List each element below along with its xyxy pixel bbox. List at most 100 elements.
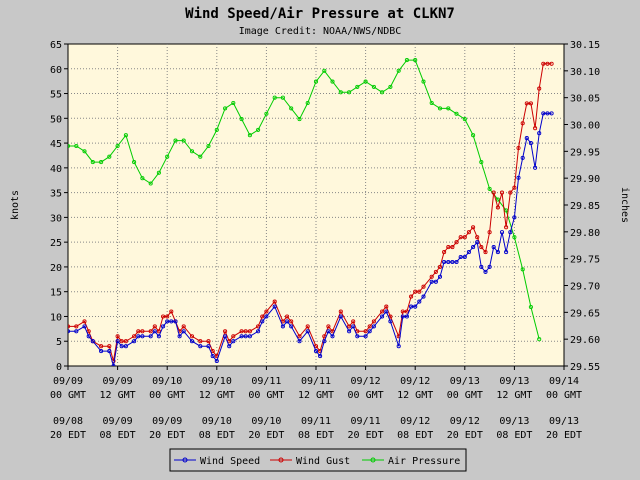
x-tick-label: 08 EDT bbox=[397, 430, 433, 441]
data-point-air-pressure bbox=[520, 267, 525, 272]
data-point-wind-gust bbox=[528, 101, 533, 106]
data-point-wind-gust bbox=[347, 324, 352, 329]
data-point-wind-speed bbox=[136, 334, 141, 339]
data-point-air-pressure bbox=[214, 127, 219, 132]
x-tick-label: 09/13 bbox=[450, 376, 480, 387]
y2-tick-label: 30.15 bbox=[570, 40, 600, 51]
series-layer bbox=[68, 58, 554, 366]
data-point-wind-speed bbox=[260, 319, 265, 324]
data-point-wind-gust bbox=[82, 319, 87, 324]
data-point-wind-gust bbox=[198, 339, 203, 344]
data-point-wind-speed bbox=[247, 334, 252, 339]
x-tick-label: 00 GMT bbox=[447, 390, 483, 401]
data-point-wind-gust bbox=[417, 289, 422, 294]
series-line-air-pressure bbox=[68, 59, 540, 340]
data-point-wind-speed bbox=[512, 215, 517, 220]
x-tick-label: 12 GMT bbox=[100, 390, 136, 401]
data-point-air-pressure bbox=[347, 90, 352, 95]
x-axis: 09/09 00 GMT 09/08 20 EDT 09/09 12 GMT 09/09 08… bbox=[50, 366, 582, 441]
data-point-wind-speed bbox=[156, 334, 161, 339]
y2-tick-label: 29.60 bbox=[570, 335, 600, 346]
data-point-air-pressure bbox=[388, 84, 393, 89]
data-point-wind-gust bbox=[272, 299, 277, 304]
data-point-wind-gust bbox=[243, 329, 248, 334]
data-point-wind-speed bbox=[181, 329, 186, 334]
y-tick-label: 25 bbox=[50, 238, 62, 249]
y-tick-label: 15 bbox=[50, 288, 62, 299]
x-tick-label: 09/11 bbox=[301, 376, 331, 387]
data-point-wind-gust bbox=[189, 334, 195, 339]
chart-subtitle: Image Credit: NOAA/NWS/NDBC bbox=[239, 26, 402, 37]
y-axis-label: knots bbox=[10, 190, 21, 220]
data-point-wind-speed bbox=[528, 141, 533, 146]
data-point-wind-speed bbox=[413, 304, 418, 309]
data-point-air-pressure bbox=[421, 79, 426, 84]
data-point-wind-speed bbox=[148, 334, 153, 339]
data-point-wind-speed bbox=[256, 329, 261, 334]
x-tick-label: 12 GMT bbox=[298, 390, 334, 401]
data-point-wind-gust bbox=[508, 190, 513, 195]
data-point-wind-speed bbox=[380, 314, 385, 319]
data-point-wind-gust bbox=[466, 230, 471, 235]
data-point-wind-speed bbox=[491, 245, 496, 250]
x-tick-label: 00 GMT bbox=[50, 390, 86, 401]
data-point-wind-speed bbox=[289, 324, 294, 329]
data-point-air-pressure bbox=[330, 79, 335, 84]
data-point-wind-speed bbox=[524, 136, 529, 141]
x-tick-label: 09/09 bbox=[103, 416, 133, 427]
x-tick-label: 09/08 bbox=[53, 416, 83, 427]
data-point-wind-gust bbox=[442, 250, 447, 255]
data-point-wind-gust bbox=[483, 250, 488, 255]
data-point-air-pressure bbox=[181, 138, 186, 143]
data-point-wind-gust bbox=[223, 329, 228, 334]
data-point-wind-gust bbox=[239, 329, 244, 334]
data-point-air-pressure bbox=[165, 154, 170, 159]
series-line-wind-speed bbox=[68, 112, 552, 366]
data-point-wind-gust bbox=[107, 344, 112, 349]
data-point-wind-speed bbox=[355, 334, 360, 339]
data-point-air-pressure bbox=[313, 79, 319, 84]
x-tick-label: 09/09 bbox=[152, 416, 182, 427]
data-point-wind-speed bbox=[272, 304, 277, 309]
data-point-air-pressure bbox=[404, 58, 409, 63]
data-point-wind-speed bbox=[404, 314, 409, 319]
series-wind-speed bbox=[68, 111, 554, 366]
data-point-wind-gust bbox=[541, 61, 546, 66]
data-point-wind-speed bbox=[367, 329, 372, 334]
data-point-wind-gust bbox=[437, 264, 443, 269]
data-point-air-pressure bbox=[90, 160, 95, 165]
x-tick-label: 09/10 bbox=[152, 376, 182, 387]
y-axis-left: 0 5 10 15 20 25 30 35 40 45 50 55 60 65 bbox=[50, 40, 68, 373]
data-point-wind-gust bbox=[495, 205, 500, 210]
data-point-air-pressure bbox=[371, 84, 376, 89]
data-point-air-pressure bbox=[264, 111, 269, 116]
data-point-air-pressure bbox=[537, 337, 542, 342]
data-point-wind-speed bbox=[462, 254, 467, 260]
data-point-wind-gust bbox=[119, 339, 124, 344]
data-point-air-pressure bbox=[148, 181, 153, 186]
data-point-wind-gust bbox=[400, 309, 405, 314]
data-point-wind-gust bbox=[516, 145, 521, 151]
data-point-wind-speed bbox=[74, 329, 79, 334]
data-point-wind-gust bbox=[165, 314, 170, 319]
data-point-wind-gust bbox=[289, 319, 294, 324]
y2-tick-label: 29.90 bbox=[570, 174, 600, 185]
data-point-wind-speed bbox=[508, 230, 513, 235]
data-point-wind-speed bbox=[68, 329, 71, 334]
plot-area bbox=[67, 43, 565, 367]
data-point-wind-speed bbox=[483, 269, 488, 274]
data-point-wind-speed bbox=[396, 344, 401, 349]
data-point-wind-speed bbox=[206, 344, 211, 349]
data-point-wind-gust bbox=[148, 329, 153, 334]
data-point-air-pressure bbox=[140, 176, 145, 181]
legend-label-wind-gust: Wind Gust bbox=[296, 456, 350, 467]
legend-marker-air-pressure bbox=[370, 457, 376, 463]
x-tick-label: 12 GMT bbox=[496, 390, 532, 401]
data-point-wind-speed bbox=[338, 314, 343, 319]
data-point-wind-speed bbox=[504, 250, 509, 255]
data-point-wind-gust bbox=[487, 230, 492, 235]
data-point-wind-speed bbox=[330, 334, 335, 339]
data-point-wind-speed bbox=[189, 339, 195, 344]
data-point-wind-gust bbox=[491, 190, 496, 195]
data-point-air-pressure bbox=[413, 58, 418, 63]
